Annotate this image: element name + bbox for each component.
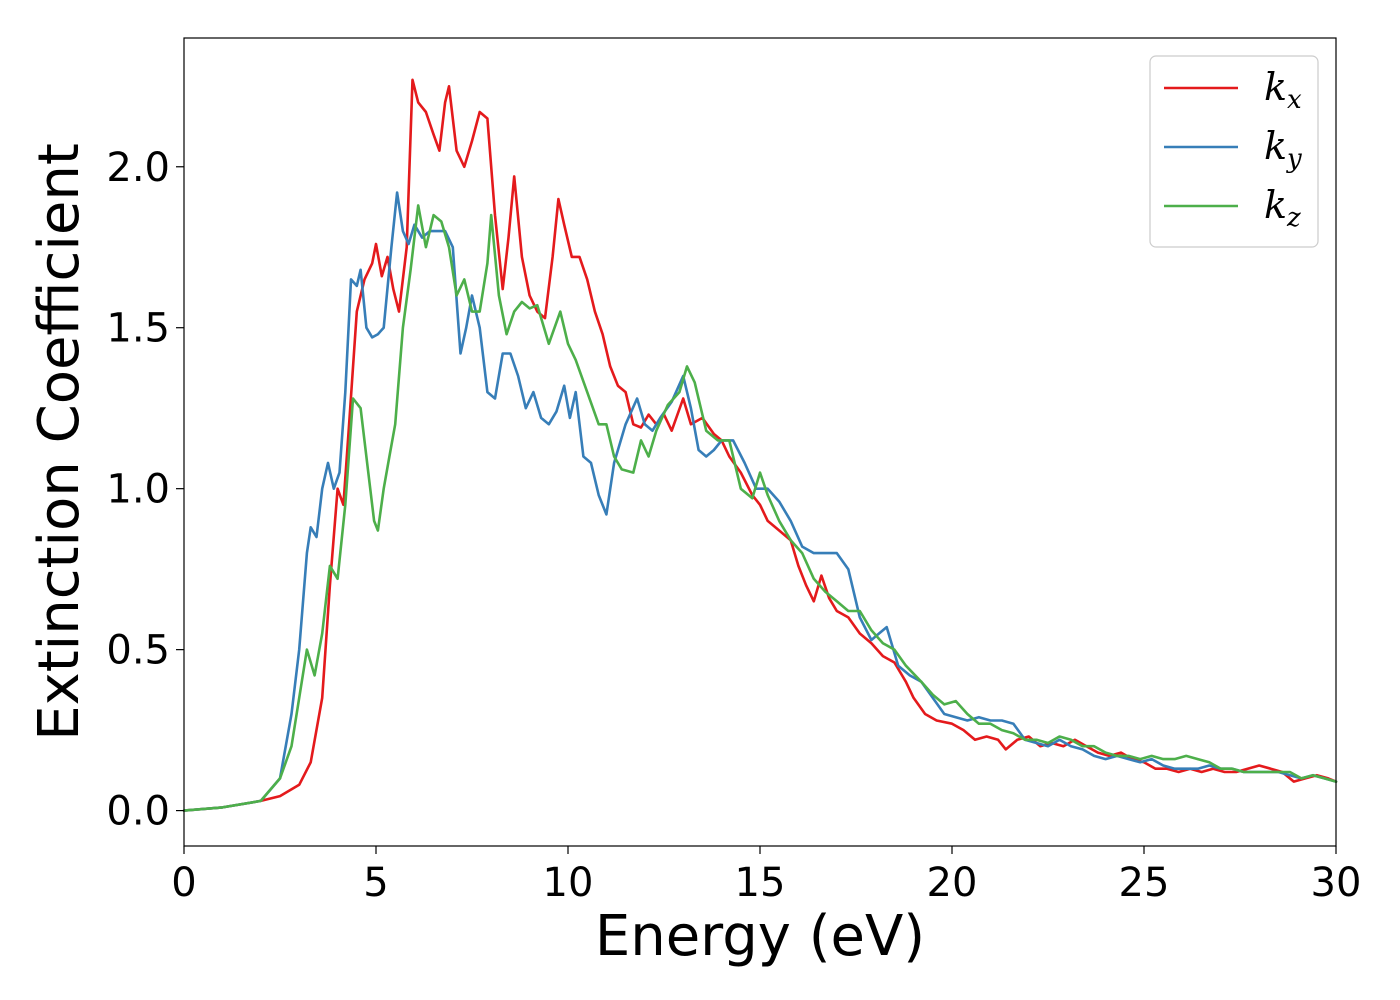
y-tick-label: 0.5 <box>106 628 170 674</box>
x-tick-label: 25 <box>1119 860 1170 906</box>
legend-label: kx <box>1264 65 1302 115</box>
x-tick-label: 0 <box>171 860 196 906</box>
x-tick-label: 30 <box>1311 860 1362 906</box>
series-line-k-z <box>182 204 1338 812</box>
series-layer <box>182 78 1338 812</box>
x-tick-label: 20 <box>927 860 978 906</box>
legend-label: kz <box>1264 183 1301 233</box>
legend-box <box>1149 55 1319 248</box>
legend-entry-k-z: kz <box>1164 183 1301 233</box>
y-tick-label: 0.0 <box>106 789 170 835</box>
y-axis-title: Extinction Coefficient <box>27 143 92 741</box>
y-tick-label: 1.5 <box>106 306 170 352</box>
legend-entry-k-x: kx <box>1164 65 1302 115</box>
legend: kx ky kz <box>1149 55 1319 248</box>
y-tick-label: 1.0 <box>106 467 170 513</box>
x-axis-title: Energy (eV) <box>595 904 925 969</box>
x-tick-label: 10 <box>543 860 594 906</box>
series-line-k-y <box>182 191 1338 812</box>
y-tick-label: 2.0 <box>106 145 170 191</box>
y-axis: 0.0 0.5 1.0 1.5 2.0 <box>106 145 184 835</box>
legend-entry-k-y: ky <box>1164 124 1302 174</box>
x-tick-label: 5 <box>363 860 388 906</box>
x-axis: 0 5 10 15 20 25 30 <box>171 846 1361 906</box>
x-tick-label: 15 <box>735 860 786 906</box>
legend-label: ky <box>1264 124 1302 174</box>
